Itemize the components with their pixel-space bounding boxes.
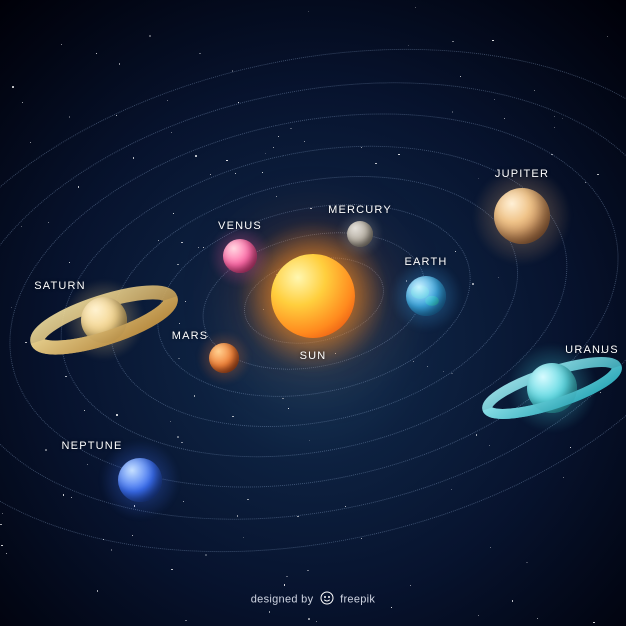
- uranus-label: URANUS: [565, 344, 619, 356]
- earth-label: EARTH: [404, 256, 447, 268]
- freepik-icon: [320, 591, 334, 608]
- neptune-label: NEPTUNE: [62, 440, 123, 452]
- jupiter-planet: [494, 188, 550, 244]
- mars-planet: [209, 343, 239, 373]
- celestial-bodies: SUN MERCURY VENUS EARTH MARS JUPITER SATURN URA…: [0, 0, 626, 626]
- uranus-planet: [527, 363, 577, 413]
- credit-brand: freepik: [340, 593, 375, 605]
- mercury-body: MERCURY: [347, 221, 373, 247]
- sun-planet: [271, 254, 355, 338]
- credit-prefix: designed by: [251, 593, 314, 605]
- earth-body: EARTH: [406, 276, 446, 316]
- neptune-planet: [118, 458, 162, 502]
- jupiter-body: JUPITER: [494, 188, 550, 244]
- uranus-body: URANUS: [527, 363, 577, 413]
- mars-body: MARS: [209, 343, 239, 373]
- sun-body: SUN: [271, 254, 355, 338]
- sun-label: SUN: [300, 350, 327, 362]
- mercury-planet: [347, 221, 373, 247]
- solar-system-diagram: SUN MERCURY VENUS EARTH MARS JUPITER SATURN URA…: [0, 0, 626, 626]
- neptune-body: NEPTUNE: [118, 458, 162, 502]
- venus-label: VENUS: [218, 220, 262, 232]
- venus-planet: [223, 239, 257, 273]
- earth-planet: [406, 276, 446, 316]
- saturn-planet: [81, 297, 127, 343]
- attribution: designed by freepik: [0, 591, 626, 608]
- jupiter-label: JUPITER: [495, 168, 549, 180]
- mercury-label: MERCURY: [328, 204, 392, 216]
- saturn-label: SATURN: [34, 280, 86, 292]
- saturn-body: SATURN: [81, 297, 127, 343]
- venus-body: VENUS: [223, 239, 257, 273]
- mars-label: MARS: [172, 330, 209, 342]
